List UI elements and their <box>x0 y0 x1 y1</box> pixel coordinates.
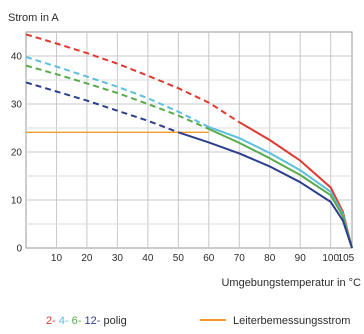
x-tick-label: 100 <box>322 253 339 264</box>
x-tick-label: 80 <box>264 253 276 264</box>
series-12-polig-dashed <box>25 81 179 134</box>
x-tick-label: 10 <box>51 253 63 264</box>
y-tick-label: 30 <box>11 100 23 111</box>
x-tick-label: 20 <box>81 253 93 264</box>
series-6-polig-solid <box>208 128 353 249</box>
legend-pole-1: 4- <box>56 315 69 327</box>
legend: 2- 4- 6- 12- polig Leiterbemessungsstrom <box>46 315 350 327</box>
x-tick-label: 30 <box>112 253 124 264</box>
legend-rated-current-label: Leiterbemessungsstrom <box>233 315 350 327</box>
legend-poles: 2- 4- 6- 12- polig <box>46 315 127 327</box>
x-tick-label: 60 <box>203 253 215 264</box>
legend-pole-0: 2- <box>46 315 56 327</box>
series-6-polig-dashed <box>25 64 210 130</box>
x-tick-label: 105 <box>338 253 355 264</box>
legend-pole-3: 12- <box>81 315 100 327</box>
y-tick-label: 40 <box>11 52 23 63</box>
x-axis-title: Umgebungstemperatur in °C <box>221 277 361 289</box>
series-2-polig-dashed <box>25 33 240 124</box>
y-tick-label: 10 <box>11 196 23 207</box>
x-tick-label: 70 <box>234 253 246 264</box>
legend-pole-2: 6- <box>69 315 82 327</box>
series-4-polig-dashed <box>25 56 210 128</box>
x-tick-label: 90 <box>295 253 307 264</box>
y-axis-title: Strom in A <box>8 12 59 24</box>
x-tick-label: 40 <box>142 253 154 264</box>
legend-pole-4: polig <box>100 315 126 327</box>
series-12-polig-solid <box>177 131 353 249</box>
x-tick-label: 50 <box>173 253 185 264</box>
y-tick-label: 0 <box>16 244 22 255</box>
y-tick-label: 20 <box>11 148 23 159</box>
plot-frame <box>25 31 353 249</box>
